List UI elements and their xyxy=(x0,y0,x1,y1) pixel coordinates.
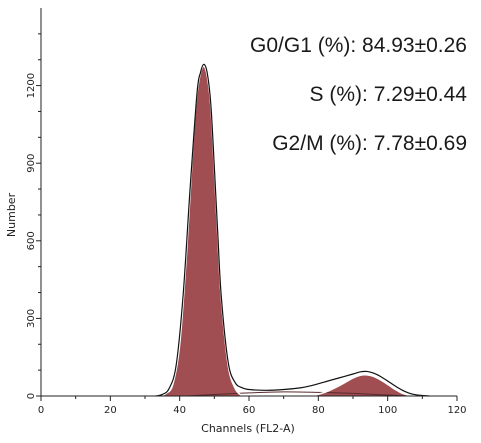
y-tick-label-900: 900 xyxy=(26,154,37,173)
annotation-g0g1: G0/G1 (%): 84.93±0.26 xyxy=(250,34,467,57)
annotation-g2m: G2/M (%): 7.78±0.69 xyxy=(272,132,467,155)
phase-annotations: G0/G1 (%): 84.93±0.26 S (%): 7.29±0.44 G… xyxy=(250,34,467,155)
y-tick-label-1200: 1200 xyxy=(26,73,37,98)
x-tick-label-40: 40 xyxy=(173,405,186,416)
y-tick-label-600: 600 xyxy=(26,231,37,250)
y-tick-label-0: 0 xyxy=(26,393,37,399)
x-tick-label-0: 0 xyxy=(38,405,44,416)
series-g0g1-peak-area xyxy=(158,65,244,397)
y-axis-label: Number xyxy=(5,192,18,237)
x-tick-label-120: 120 xyxy=(447,405,466,416)
x-tick-label-20: 20 xyxy=(104,405,117,416)
series-s-phase-line xyxy=(186,391,409,397)
annotation-s: S (%): 7.29±0.44 xyxy=(310,83,468,106)
x-tick-label-80: 80 xyxy=(312,405,325,416)
plot-area xyxy=(155,63,430,397)
x-axis-label: Channels (FL2-A) xyxy=(201,422,295,435)
y-tick-label-300: 300 xyxy=(26,309,37,328)
series-outline-line xyxy=(155,63,430,397)
x-tick-label-100: 100 xyxy=(378,405,397,416)
series-g2m-peak-model-curve xyxy=(311,373,416,397)
x-tick-label-60: 60 xyxy=(243,405,256,416)
